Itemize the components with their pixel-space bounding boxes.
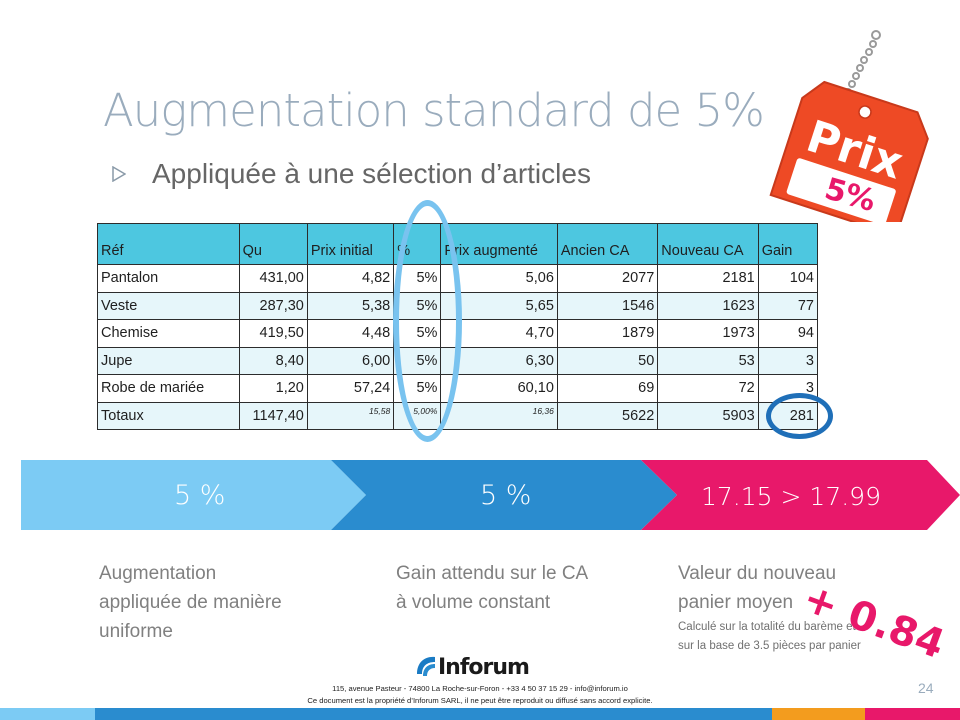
- description-col-1: Augmentation appliquée de manière unifor…: [99, 559, 282, 646]
- table-totals-row: Totaux 1147,40 15,58 5,00% 16,36 5622 59…: [97, 401, 819, 430]
- col-header-prix-initial: Prix initial: [306, 223, 395, 265]
- cell-gain: 3: [757, 346, 819, 375]
- banner-label-3: 17.15 > 17.99: [701, 482, 881, 511]
- cell-total-nouveau-ca: 5903: [657, 401, 759, 430]
- cell-total-qu: 1147,40: [238, 401, 308, 430]
- cell-ancien-ca: 1546: [556, 291, 659, 320]
- triangle-bullet-icon: [112, 166, 126, 182]
- table-row: Pantalon 431,00 4,82 5% 5,06 2077 2181 1…: [97, 264, 819, 293]
- cell-nouveau-ca: 53: [657, 346, 759, 375]
- cell-ancien-ca: 69: [556, 374, 659, 403]
- table-header-row: Réf Qu Prix initial % Prix augmenté Anci…: [97, 223, 819, 265]
- banner-step-3: [641, 460, 960, 530]
- slide-subtitle: Appliquée à une sélection d’articles: [152, 158, 591, 189]
- cell-ref: Jupe: [97, 346, 240, 375]
- col-header-gain: Gain: [757, 223, 819, 265]
- cell-ancien-ca: 50: [556, 346, 659, 375]
- price-tag-image: Prix 5%: [752, 22, 952, 238]
- col-header-prix-augmente: Prix augmenté: [440, 223, 558, 265]
- note-line: Calculé sur la totalité du barème et: [678, 621, 856, 633]
- cell-prix-initial: 4,48: [306, 319, 395, 348]
- cell-gain: 77: [757, 291, 819, 320]
- cell-qu: 419,50: [238, 319, 308, 348]
- percent-column-highlight: [393, 200, 462, 442]
- cell-gain: 94: [757, 319, 819, 348]
- cell-ancien-ca: 1879: [556, 319, 659, 348]
- table-row: Veste 287,30 5,38 5% 5,65 1546 1623 77: [97, 291, 819, 320]
- cell-nouveau-ca: 1973: [657, 319, 759, 348]
- cell-ref: Veste: [97, 291, 240, 320]
- col-header-qu: Qu: [238, 223, 308, 265]
- cell-nouveau-ca: 1623: [657, 291, 759, 320]
- cell-ref: Robe de mariée: [97, 374, 240, 403]
- cell-qu: 431,00: [238, 264, 308, 293]
- cell-totals-label: Totaux: [97, 401, 240, 430]
- inforum-brand-name: Inforum: [438, 654, 530, 680]
- description-line: Gain attendu sur le CA: [396, 563, 589, 584]
- col-header-nouveau-ca: Nouveau CA: [657, 223, 759, 265]
- col-header-ref: Réf: [97, 223, 240, 265]
- inforum-logo-icon: [417, 656, 435, 676]
- footer-strip-orange: [772, 708, 865, 720]
- col-header-ancien-ca: Ancien CA: [556, 223, 659, 265]
- cell-qu: 8,40: [238, 346, 308, 375]
- description-line: Augmentation: [99, 563, 217, 584]
- cell-qu: 1,20: [238, 374, 308, 403]
- description-line: Valeur du nouveau: [678, 563, 837, 584]
- table-row: Chemise 419,50 4,48 5% 4,70 1879 1973 94: [97, 319, 819, 348]
- footer-strip-light: [0, 708, 95, 720]
- banner-step-1: [21, 460, 366, 530]
- cell-total-ancien-ca: 5622: [556, 401, 659, 430]
- cell-prix-initial: 5,38: [306, 291, 395, 320]
- cell-total-prix-augmente: 16,36: [440, 401, 558, 430]
- cell-total-prix-initial: 15,58: [306, 401, 395, 430]
- description-line: panier moyen: [678, 592, 794, 613]
- gain-total-highlight: [766, 393, 833, 439]
- cell-ref: Pantalon: [97, 264, 240, 293]
- note-line: sur la base de 3.5 pièces par panier: [678, 640, 861, 652]
- cell-prix-initial: 4,82: [306, 264, 395, 293]
- cell-prix-initial: 57,24: [306, 374, 395, 403]
- chevron-banner: [21, 460, 960, 530]
- description-col-3: Valeur du nouveau panier moyen: [678, 559, 836, 617]
- bullet-item: Appliquée à une sélection d’articles: [112, 158, 591, 190]
- description-line: à volume constant: [396, 592, 551, 613]
- banner-step-2: [331, 460, 677, 530]
- cell-ref: Chemise: [97, 319, 240, 348]
- cell-gain: 104: [757, 264, 819, 293]
- slide-title: Augmentation standard de 5%: [103, 84, 765, 137]
- footer-strip-pink: [865, 708, 960, 720]
- description-line: uniforme: [99, 621, 173, 642]
- cell-nouveau-ca: 2181: [657, 264, 759, 293]
- footer-notice: Ce document est la propriété d’Inforum S…: [307, 696, 653, 705]
- description-line: appliquée de manière: [99, 592, 282, 613]
- cell-qu: 287,30: [238, 291, 308, 320]
- footer-address: 115, avenue Pasteur - 74800 La Roche-sur…: [332, 684, 628, 693]
- cell-prix-augmente: 60,10: [440, 374, 558, 403]
- cell-nouveau-ca: 72: [657, 374, 759, 403]
- cell-prix-initial: 6,00: [306, 346, 395, 375]
- footer-strip-blue: [95, 708, 772, 720]
- description-col-3-note: Calculé sur la totalité du barème et sur…: [678, 618, 898, 656]
- price-table: Réf Qu Prix initial % Prix augmenté Anci…: [97, 223, 819, 430]
- page-number: 24: [918, 680, 934, 696]
- banner-label-1: 5 %: [174, 480, 226, 511]
- banner-label-2: 5 %: [480, 480, 532, 511]
- inforum-logo: Inforum: [415, 654, 530, 680]
- cell-ancien-ca: 2077: [556, 264, 659, 293]
- description-col-2: Gain attendu sur le CA à volume constant: [396, 559, 588, 617]
